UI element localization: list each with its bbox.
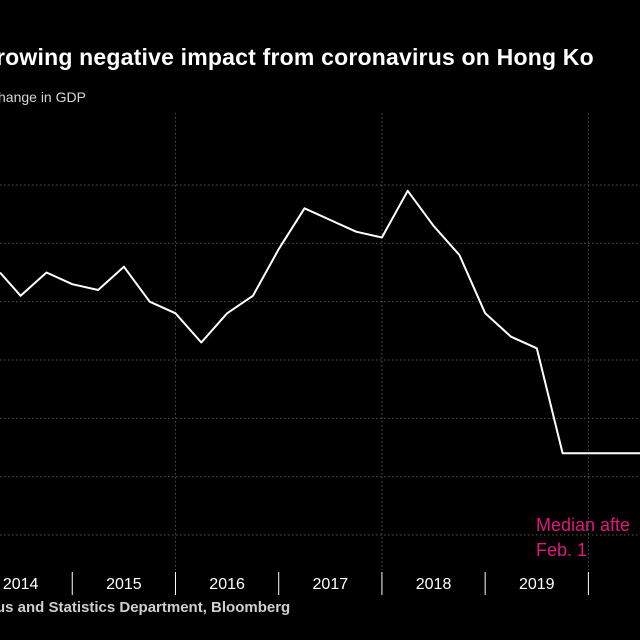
x-axis: 2014 2015 2016 2017 2018 2019 [3,572,589,595]
x-tick-label: 2019 [519,576,555,593]
x-tick-label: 2015 [106,576,142,593]
annotation-line-2: Feb. 1 [536,540,587,560]
gridlines [0,113,640,570]
x-tick-label: 2016 [209,576,245,593]
y-axis-label: hange in GDP [0,89,86,105]
series-layer [0,189,640,455]
annotation-line-1: Median afte [536,515,630,535]
median-annotation: Median afte Feb. 1 [536,515,630,560]
x-tick-label: 2017 [313,576,349,593]
source-note: us and Statistics Department, Bloomberg [0,599,291,616]
x-tick-label: 2014 [3,576,39,593]
gdp-series-line [0,189,640,455]
x-tick-label: 2018 [416,576,452,593]
chart-title: rowing negative impact from coronavirus … [0,44,594,70]
